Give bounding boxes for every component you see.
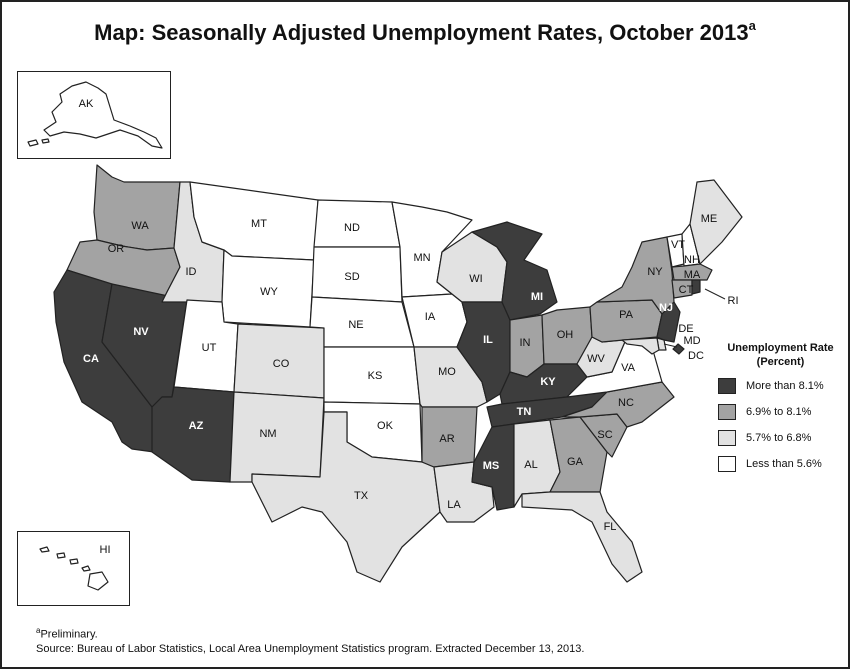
- legend-swatch: [718, 430, 736, 446]
- state-wa: [93, 164, 181, 251]
- state-label-wv: WV: [587, 353, 605, 365]
- leader-md: [663, 343, 678, 348]
- state-label-az: AZ: [189, 420, 204, 432]
- legend-item: More than 8.1%: [718, 377, 843, 395]
- legend-label: More than 8.1%: [746, 380, 824, 392]
- state-label-wi: WI: [469, 273, 482, 285]
- state-label-nj: NJ: [659, 302, 673, 314]
- footnote-source: Source: Bureau of Labor Statistics, Loca…: [36, 642, 585, 655]
- state-mi: [471, 221, 558, 321]
- state-az: [151, 386, 235, 483]
- state-label-pa: PA: [619, 309, 634, 321]
- state-label-tn: TN: [517, 406, 532, 418]
- legend: Unemployment Rate (Percent) More than 8.…: [718, 341, 843, 473]
- state-ct: [671, 279, 693, 299]
- hawaii-inset: [17, 531, 130, 606]
- state-ri: [691, 279, 701, 295]
- state-label-nc: NC: [618, 397, 634, 409]
- state-label-nd: ND: [344, 222, 360, 234]
- legend-title-line1: Unemployment Rate: [727, 342, 834, 354]
- state-label-me: ME: [701, 213, 718, 225]
- state-label-sd: SD: [344, 271, 359, 283]
- legend-swatch: [718, 456, 736, 472]
- state-label-ma: MA: [684, 269, 701, 281]
- state-label-wy: WY: [260, 286, 278, 298]
- state-label-ks: KS: [368, 370, 383, 382]
- state-label-ia: IA: [425, 311, 436, 323]
- state-nj: [656, 301, 681, 343]
- state-label-ar: AR: [439, 433, 454, 445]
- state-label-sc: SC: [597, 429, 612, 441]
- legend-title-line2: (Percent): [756, 356, 805, 368]
- state-label-mt: MT: [251, 218, 267, 230]
- state-label-ky: KY: [540, 376, 556, 388]
- legend-item: 6.9% to 8.1%: [718, 403, 843, 421]
- state-label-ca: CA: [83, 353, 99, 365]
- footnote-preliminary: aPreliminary.: [36, 626, 98, 641]
- legend-label: 6.9% to 8.1%: [746, 406, 812, 418]
- legend-title: Unemployment Rate (Percent): [718, 341, 843, 369]
- state-label-ct: CT: [679, 284, 694, 296]
- state-pa: [589, 299, 663, 343]
- legend-item: Less than 5.6%: [718, 455, 843, 473]
- state-label-ok: OK: [377, 420, 394, 432]
- legend-item: 5.7% to 6.8%: [718, 429, 843, 447]
- state-label-ne: NE: [348, 319, 363, 331]
- state-dc: [672, 343, 685, 355]
- state-nm: [229, 391, 325, 483]
- state-label-md: MD: [683, 335, 700, 347]
- legend-label: 5.7% to 6.8%: [746, 432, 812, 444]
- footnote-superscript: a: [36, 626, 41, 635]
- state-label-co: CO: [273, 358, 290, 370]
- state-label-in: IN: [520, 337, 531, 349]
- state-label-vt: VT: [671, 239, 685, 251]
- state-hi: [39, 546, 109, 591]
- state-md: [621, 337, 660, 355]
- state-label-de: DE: [678, 323, 693, 335]
- state-label-ut: UT: [202, 342, 217, 354]
- state-label-id: ID: [186, 266, 197, 278]
- state-label-il: IL: [483, 334, 493, 346]
- state-label-oh: OH: [557, 329, 574, 341]
- state-label-wa: WA: [131, 220, 149, 232]
- state-label-dc: DC: [688, 350, 704, 362]
- state-label-nh: NH: [684, 254, 700, 266]
- state-label-hi: HI: [100, 544, 111, 556]
- state-ak-islands: [27, 138, 50, 147]
- footnote: aPreliminary. Source: Bureau of Labor St…: [36, 624, 584, 656]
- legend-swatch: [718, 378, 736, 394]
- title-superscript: a: [748, 18, 756, 33]
- state-label-ri: RI: [728, 295, 739, 307]
- state-label-al: AL: [524, 459, 537, 471]
- state-label-nv: NV: [133, 326, 149, 338]
- state-label-or: OR: [108, 243, 125, 255]
- state-label-nm: NM: [259, 428, 276, 440]
- leader-ri: [704, 288, 726, 300]
- state-label-la: LA: [447, 499, 461, 511]
- legend-swatch: [718, 404, 736, 420]
- state-label-mn: MN: [413, 252, 430, 264]
- state-label-mi: MI: [531, 291, 543, 303]
- state-label-ak: AK: [79, 98, 94, 110]
- state-fl: [521, 491, 643, 583]
- legend-label: Less than 5.6%: [746, 458, 822, 470]
- map-title: Map: Seasonally Adjusted Unemployment Ra…: [94, 18, 756, 45]
- state-tx: [251, 411, 441, 583]
- state-label-ga: GA: [567, 456, 584, 468]
- state-label-mo: MO: [438, 366, 456, 378]
- state-label-ny: NY: [647, 266, 663, 278]
- state-label-tx: TX: [354, 490, 369, 502]
- state-label-fl: FL: [604, 521, 617, 533]
- state-ak: [43, 81, 163, 149]
- state-label-va: VA: [621, 362, 636, 374]
- state-label-ms: MS: [483, 460, 500, 472]
